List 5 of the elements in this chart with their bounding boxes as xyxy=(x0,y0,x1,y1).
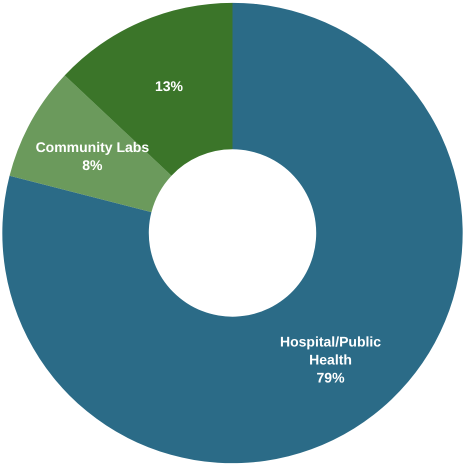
data-label: 8% xyxy=(82,156,104,173)
slice-label: Community Labs xyxy=(36,138,150,155)
slice-label: Hospital/Public Health xyxy=(280,333,382,368)
data-label: 79% xyxy=(316,369,346,386)
data-label: 13% xyxy=(154,78,184,94)
